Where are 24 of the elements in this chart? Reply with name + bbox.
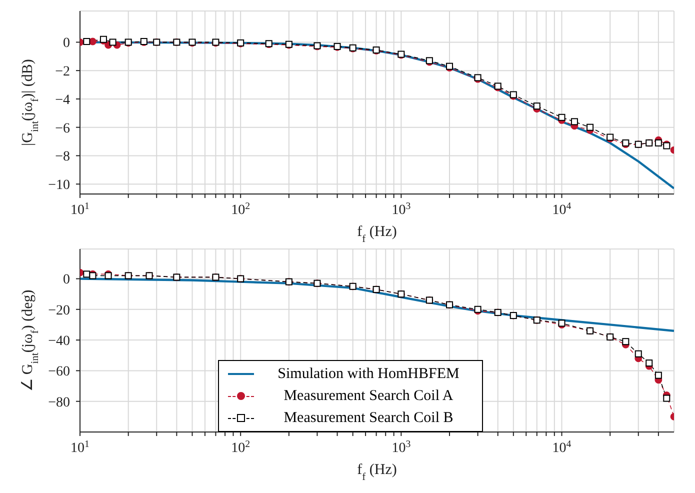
y-tick-label: −80 (48, 395, 70, 410)
legend-label: Simulation with HomHBFEM (276, 365, 460, 384)
x-tick-label: 10$^{2}$ (231, 200, 250, 218)
legend-label: Measurement Search Coil A (282, 387, 454, 406)
y-tick-label: −8 (55, 150, 70, 165)
y-tick-label: −4 (55, 92, 70, 108)
x-tick-label: 10$^{3}$ (392, 200, 411, 218)
x-tick-label: 10$^{4}$ (552, 438, 572, 456)
y-tick-label: −40 (48, 334, 70, 350)
x-tick-label: 10$^{2}$ (231, 438, 250, 456)
y-tick-label: −20 (48, 303, 70, 318)
x-tick-label: 10$^{1}$ (70, 200, 90, 218)
x-axis-title: f$_{f}$ (Hz) (357, 224, 397, 244)
x-tick-label: 10$^{3}$ (392, 438, 411, 456)
y-tick-label: 0 (63, 36, 70, 52)
x-axis-title: f$_{f}$ (Hz) (357, 462, 397, 482)
y-tick-label: −60 (48, 364, 70, 380)
y-tick-label: −2 (55, 64, 70, 80)
y-tick-label: −10 (48, 178, 70, 194)
y-tick-label: 0 (63, 272, 70, 288)
legend-label: Measurement Search Coil B (282, 409, 454, 428)
x-tick-label: 10$^{1}$ (70, 438, 90, 456)
y-tick-label: −6 (55, 121, 70, 136)
x-tick-label: 10$^{4}$ (552, 200, 572, 218)
